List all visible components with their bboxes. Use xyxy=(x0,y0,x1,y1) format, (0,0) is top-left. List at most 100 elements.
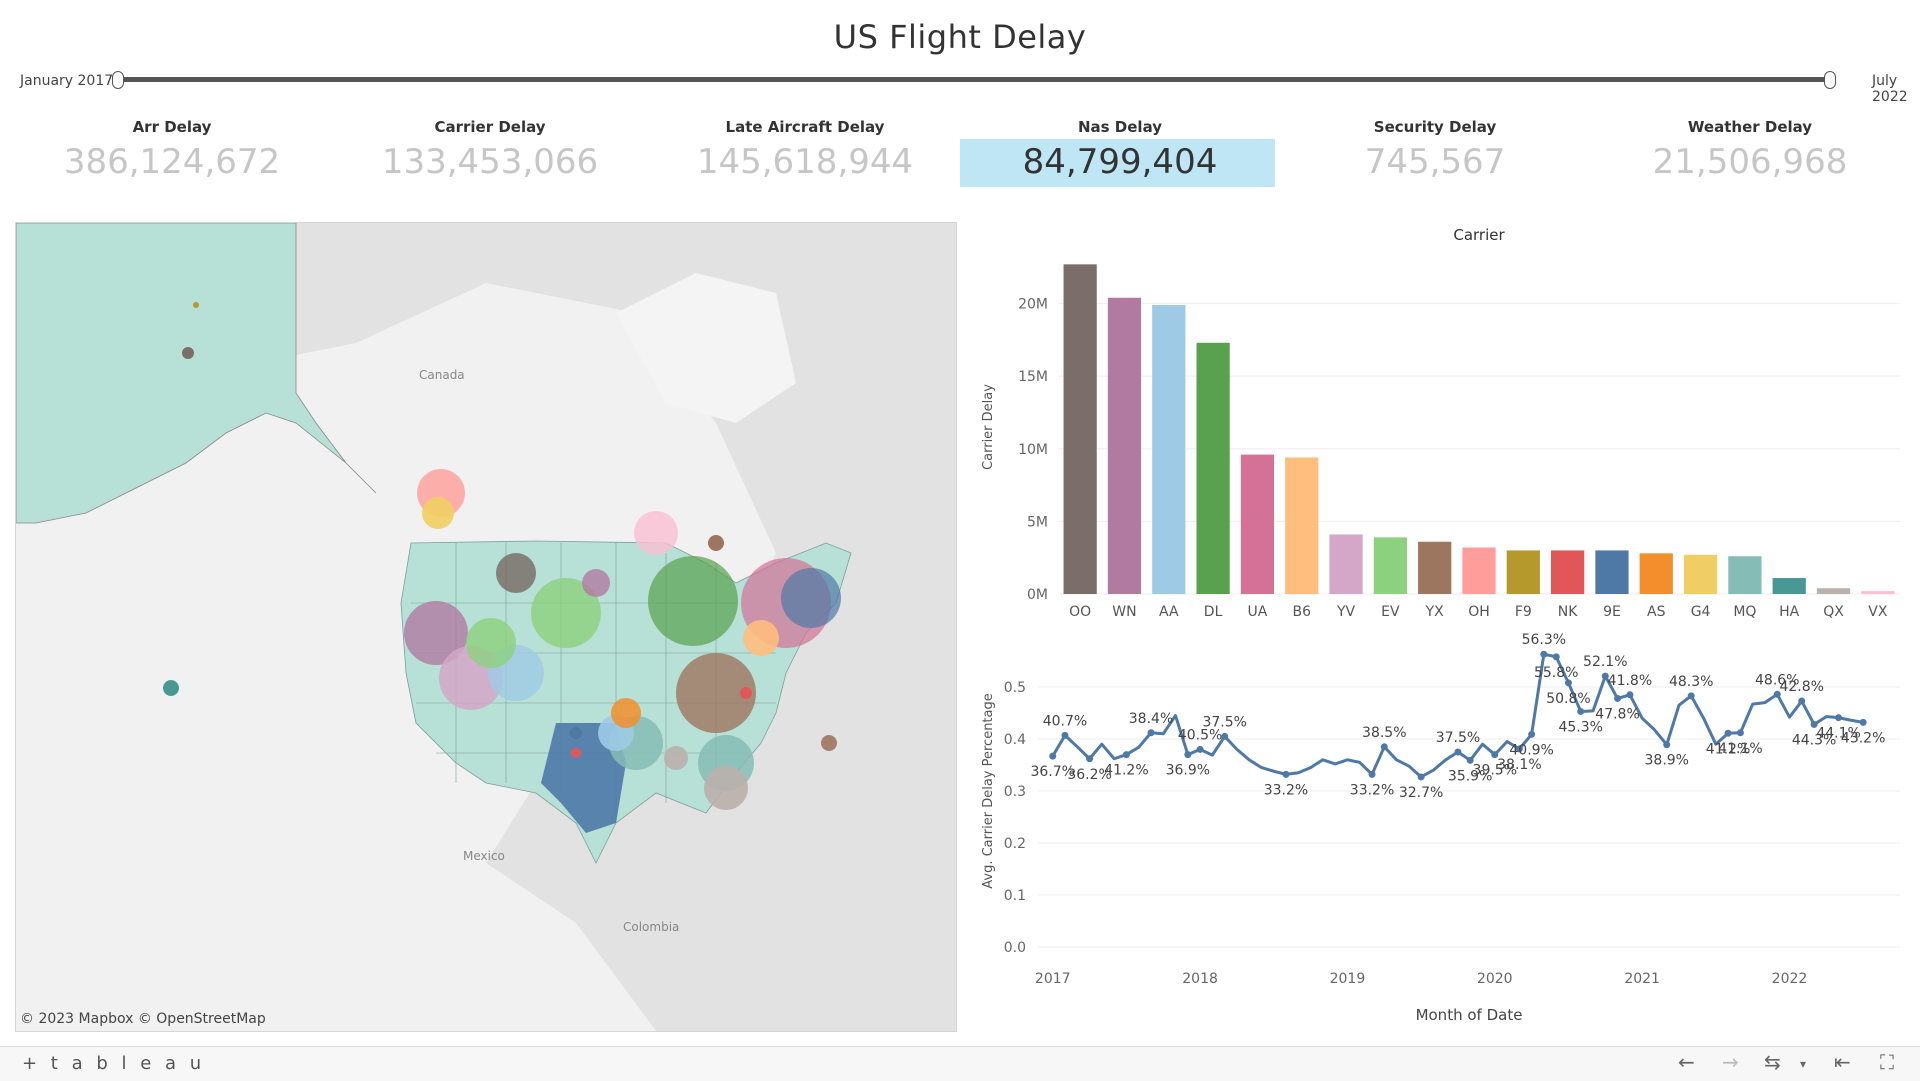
line-data-label: 47.8% xyxy=(1595,706,1639,722)
line-point xyxy=(1773,690,1781,698)
chevron-down-icon[interactable]: ▾ xyxy=(1800,1057,1807,1071)
bar-nk xyxy=(1551,550,1585,594)
kpi-late-aircraft-delay[interactable]: Late Aircraft Delay 145,618,944 xyxy=(645,110,965,188)
bar-x-tick: NK xyxy=(1558,604,1578,620)
line-data-label: 43.2% xyxy=(1841,730,1885,746)
kpi-value: 386,124,672 xyxy=(63,142,281,182)
line-point xyxy=(1515,745,1523,753)
page-title: US Flight Delay xyxy=(833,18,1087,56)
line-x-tick: 2018 xyxy=(1182,971,1218,987)
carrier-delay-line-chart[interactable]: Avg. Carrier Delay Percentage Month of Da… xyxy=(970,625,1910,1030)
bar-x-tick: MQ xyxy=(1733,604,1756,620)
line-x-tick: 2019 xyxy=(1330,971,1366,987)
bar-wn xyxy=(1107,297,1142,594)
line-point xyxy=(1663,741,1671,749)
bar-vx xyxy=(1861,591,1895,594)
kpi-arr-delay[interactable]: Arr Delay 386,124,672 xyxy=(12,110,332,188)
kpi-weather-delay[interactable]: Weather Delay 21,506,968 xyxy=(1590,110,1910,188)
line-data-label: 48.3% xyxy=(1669,674,1713,690)
bar-x-tick: OH xyxy=(1468,604,1490,620)
date-range-slider[interactable] xyxy=(118,77,1830,82)
delay-map[interactable]: Canada Mexico Colombia xyxy=(15,222,957,1032)
kpi-label: Security Delay xyxy=(1373,118,1497,136)
bar-yv xyxy=(1329,534,1363,594)
bar-x-tick: AS xyxy=(1647,604,1666,620)
airport-bubbles[interactable] xyxy=(163,302,841,810)
line-data-label: 35.9% xyxy=(1448,768,1492,784)
line-data-label: 44.3% xyxy=(1792,732,1836,748)
redo-icon[interactable]: → xyxy=(1722,1050,1739,1074)
bar-x-tick: VX xyxy=(1868,604,1888,620)
bar-x-tick: 9E xyxy=(1603,604,1621,620)
line-data-label: 38.4% xyxy=(1129,711,1173,727)
line-data-label: 41.1% xyxy=(1718,741,1762,757)
kpi-security-delay[interactable]: Security Delay 745,567 xyxy=(1275,110,1595,188)
fullscreen-icon[interactable]: ⛶ xyxy=(1880,1050,1894,1074)
bar-as xyxy=(1639,553,1673,594)
bar-9e xyxy=(1595,550,1629,594)
line-data-label: 36.7% xyxy=(1030,764,1074,780)
line-data-label: 32.7% xyxy=(1399,785,1443,801)
bar-b6 xyxy=(1285,457,1319,594)
line-chart-canvas: Avg. Carrier Delay Percentage Month of Da… xyxy=(981,632,1900,1024)
line-point xyxy=(1835,714,1843,722)
line-data-label: 41.8% xyxy=(1608,673,1652,689)
bar-x-tick: UA xyxy=(1248,604,1268,620)
undo-icon[interactable]: ← xyxy=(1678,1050,1695,1074)
kpi-carrier-delay[interactable]: Carrier Delay 133,453,066 xyxy=(330,110,650,188)
line-data-label: 36.2% xyxy=(1067,767,1111,783)
kpi-value: 745,567 xyxy=(1364,142,1506,182)
tableau-logo[interactable]: + t a b l e a u xyxy=(22,1053,206,1074)
line-point xyxy=(1528,730,1536,738)
bar-x-tick: YX xyxy=(1425,604,1445,620)
line-x-tick: 2020 xyxy=(1477,971,1513,987)
line-y-tick: 0.0 xyxy=(1004,940,1026,956)
line-point xyxy=(1687,692,1695,700)
kpi-value: 145,618,944 xyxy=(696,142,914,182)
bar-y-tick: 5M xyxy=(1027,514,1048,530)
line-data-label: 38.1% xyxy=(1497,757,1541,773)
bar-ha xyxy=(1772,578,1806,594)
bar-x-tick: WN xyxy=(1112,604,1136,620)
canada-label: Canada xyxy=(419,368,465,382)
line-data-label: 40.5% xyxy=(1178,727,1222,743)
line-point xyxy=(1122,751,1130,759)
line-data-label: 41.2% xyxy=(1706,741,1750,757)
carrier-bar-chart[interactable]: Carrier Carrier Delay 0M 5M 10M 15M 20M OO WN AA D… xyxy=(970,222,1910,622)
line-point xyxy=(1724,729,1732,737)
line-data-label: 52.1% xyxy=(1583,654,1627,670)
line-point xyxy=(1601,672,1609,680)
line-data-label: 42.8% xyxy=(1779,679,1823,695)
kpi-nas-delay[interactable]: Nas Delay 84,799,404 xyxy=(960,110,1280,188)
bar-x-tick: B6 xyxy=(1292,604,1311,620)
line-x-tick: 2017 xyxy=(1035,971,1071,987)
mexico-label: Mexico xyxy=(463,849,505,863)
reset-icon[interactable]: ⇤ xyxy=(1834,1050,1851,1074)
line-x-tick: 2021 xyxy=(1624,971,1660,987)
bar-x-tick: YV xyxy=(1336,604,1356,620)
map-canvas: Canada Mexico Colombia xyxy=(16,223,956,1031)
line-point xyxy=(1417,773,1425,781)
line-point xyxy=(1798,697,1806,705)
greenland-region xyxy=(616,273,796,423)
bar-chart-canvas: Carrier Carrier Delay 0M 5M 10M 15M 20M OO WN AA D… xyxy=(981,226,1900,620)
line-y-tick: 0.2 xyxy=(1004,836,1026,852)
land-mass xyxy=(16,283,776,1031)
line-point xyxy=(1614,694,1622,702)
revert-icon[interactable]: ⇆ xyxy=(1764,1050,1781,1074)
line-point xyxy=(1540,650,1548,658)
line-data-label: 56.3% xyxy=(1522,632,1566,648)
bar-y-tick: 20M xyxy=(1018,297,1048,313)
line-data-label: 40.9% xyxy=(1509,742,1553,758)
line-point xyxy=(1577,707,1585,715)
line-point xyxy=(1061,731,1069,739)
line-y-axis-label: Avg. Carrier Delay Percentage xyxy=(981,693,996,888)
kpi-label: Nas Delay xyxy=(1077,118,1163,136)
bar-f9 xyxy=(1506,550,1540,594)
line-x-axis-label: Month of Date xyxy=(1416,1006,1523,1024)
slider-end-handle[interactable] xyxy=(1824,71,1836,89)
line-x-tick: 2022 xyxy=(1772,971,1808,987)
bar-x-tick: OO xyxy=(1069,604,1091,620)
bar-oh xyxy=(1462,547,1496,594)
slider-start-handle[interactable] xyxy=(112,71,124,89)
